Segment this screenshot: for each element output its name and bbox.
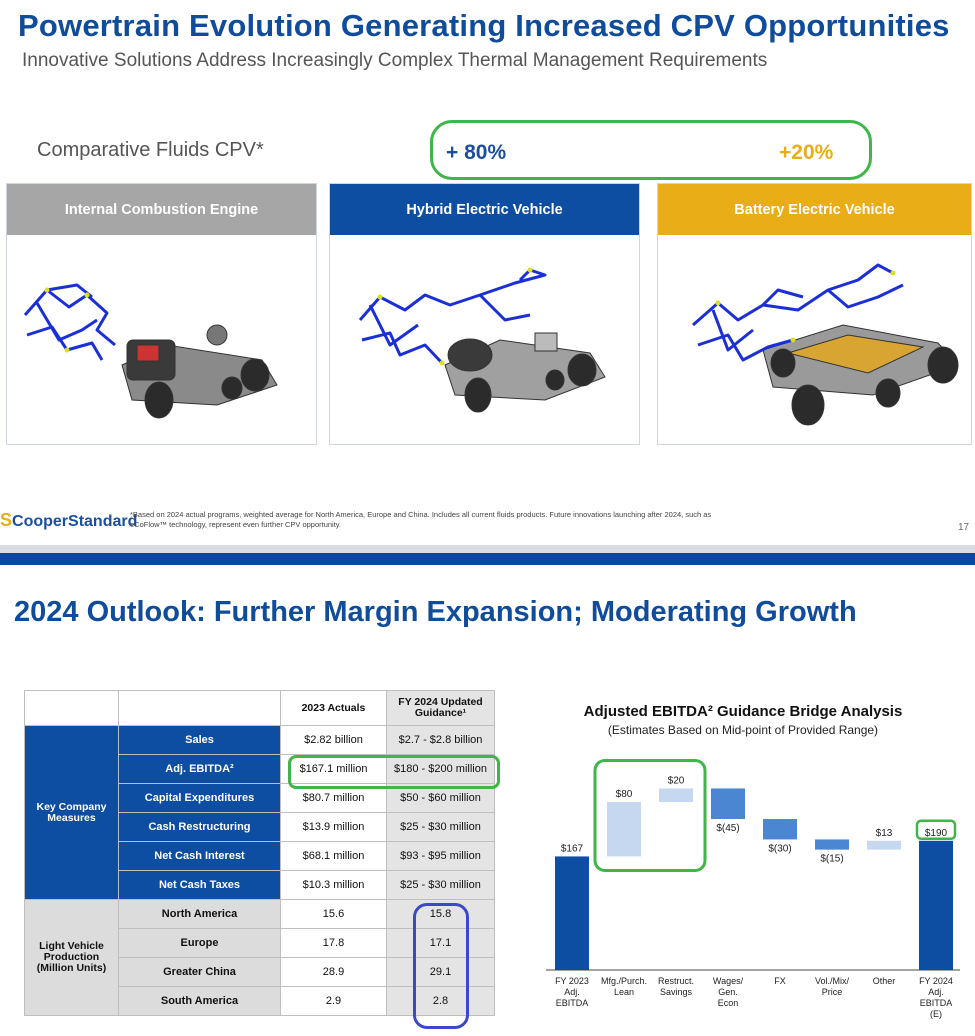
cell-actual: 28.9	[280, 957, 387, 987]
bridge-bar	[659, 788, 693, 803]
group-light-vehicle-production: Light Vehicle Production (Million Units)	[24, 899, 119, 1016]
category-label: Mfg./Purch.	[601, 976, 647, 986]
category-label: FY 2024	[919, 976, 953, 986]
cell-actual: 2.9	[280, 986, 387, 1016]
bar-value-label: $190	[925, 828, 948, 839]
cell-guidance: $25 - $30 million	[386, 812, 495, 842]
row-label: South America	[118, 986, 281, 1016]
cell-guidance: 2.8	[386, 986, 495, 1016]
hev-vehicle-image	[358, 267, 606, 413]
cpv-label: Comparative Fluids CPV*	[37, 139, 264, 161]
bridge-bar	[763, 819, 797, 840]
cpv-highlight-oval	[430, 120, 872, 180]
bev-cpv-increase: +20%	[779, 141, 834, 164]
bar-value-label: $(15)	[820, 854, 843, 865]
cell-guidance: 29.1	[386, 957, 495, 987]
category-label: Gen.	[718, 987, 738, 997]
ice-vehicle-image	[23, 283, 278, 419]
cell-actual: $2.82 billion	[280, 725, 387, 755]
cell-guidance: $180 - $200 million	[386, 754, 495, 784]
bar-value-label: $20	[668, 775, 685, 786]
panel-bev-header: Battery Electric Vehicle	[658, 184, 971, 235]
table-corner	[118, 690, 281, 726]
cell-actual: 17.8	[280, 928, 387, 958]
bev-vehicle-image	[692, 263, 959, 426]
col-header-guidance: FY 2024 Updated Guidance¹	[386, 690, 495, 726]
bridge-bar	[919, 840, 953, 970]
panel-bev: Battery Electric Vehicle	[657, 183, 972, 445]
bridge-bar	[555, 856, 589, 970]
row-label: Europe	[118, 928, 281, 958]
category-label: EBITDA	[556, 998, 589, 1008]
category-label: Vol./Mix/	[815, 976, 850, 986]
bar-value-label: $80	[616, 789, 633, 800]
slide2-title: 2024 Outlook: Further Margin Expansion; …	[14, 596, 857, 628]
cell-guidance: $25 - $30 million	[386, 870, 495, 900]
bar-value-label: $(45)	[716, 823, 739, 834]
slide-divider-blue	[0, 553, 975, 565]
row-label: Capital Expenditures	[118, 783, 281, 813]
panel-ice: Internal Combustion Engine	[6, 183, 317, 445]
category-label: Other	[873, 976, 896, 986]
category-label: FX	[774, 976, 786, 986]
category-label: Restruct.	[658, 976, 694, 986]
bridge-bar	[867, 840, 901, 850]
table-corner	[24, 690, 119, 726]
slide-divider-gray	[0, 545, 975, 553]
ebitda-highlight-oval	[288, 755, 500, 789]
bar-value-label: $13	[876, 828, 893, 839]
lvp-guidance-highlight-oval	[413, 903, 469, 1029]
cell-actual: 15.6	[280, 899, 387, 929]
row-label: Cash Restructuring	[118, 812, 281, 842]
category-label: EBITDA	[920, 998, 953, 1008]
bridge-bar	[815, 839, 849, 850]
cell-guidance: $93 - $95 million	[386, 841, 495, 871]
row-label: Sales	[118, 725, 281, 755]
bridge-bar	[607, 802, 641, 857]
slide-title: Powertrain Evolution Generating Increase…	[18, 8, 950, 43]
row-label: North America	[118, 899, 281, 929]
category-label: Savings	[660, 987, 693, 997]
cell-guidance: 17.1	[386, 928, 495, 958]
hev-cpv-increase: + 80%	[446, 141, 507, 164]
page-number: 17	[958, 522, 970, 533]
slide-subtitle: Innovative Solutions Address Increasingl…	[22, 50, 768, 71]
category-label: Lean	[614, 987, 634, 997]
cell-actual: $13.9 million	[280, 812, 387, 842]
category-label: Adj.	[564, 987, 580, 997]
bar-value-label: $(30)	[768, 843, 791, 854]
cell-guidance: $2.7 - $2.8 billion	[386, 725, 495, 755]
bar-value-label: $167	[561, 843, 584, 854]
logo-wordmark: CooperStandard	[12, 513, 138, 530]
row-label: Net Cash Interest	[118, 841, 281, 871]
cell-actual: $68.1 million	[280, 841, 387, 871]
fy2024-value-highlight-box	[915, 819, 957, 841]
cooperstandard-logo: SCooperStandard	[0, 510, 137, 531]
footnote: *Based on 2024 actual programs, weighted…	[130, 510, 712, 529]
panel-hev-header: Hybrid Electric Vehicle	[330, 184, 639, 235]
category-label: Adj.	[928, 987, 944, 997]
category-label: FY 2023	[555, 976, 589, 986]
col-header-actuals: 2023 Actuals	[280, 690, 387, 726]
panel-ice-header: Internal Combustion Engine	[7, 184, 316, 235]
category-label: Wages/	[713, 976, 744, 986]
row-label: Adj. EBITDA²	[118, 754, 281, 784]
outlook-table: 2023 Actuals FY 2024 Updated Guidance¹ K…	[24, 690, 495, 1016]
cell-actual: $167.1 million	[280, 754, 387, 784]
row-label: Net Cash Taxes	[118, 870, 281, 900]
panel-hev: Hybrid Electric Vehicle	[329, 183, 640, 445]
bridge-bar	[711, 788, 745, 820]
savings-highlight-box	[593, 758, 707, 872]
chart-subtitle: (Estimates Based on Mid-point of Provide…	[607, 723, 879, 737]
group-key-measures: Key Company Measures	[24, 725, 119, 900]
row-label: Greater China	[118, 957, 281, 987]
chart-title: Adjusted EBITDA² Guidance Bridge Analysi…	[583, 703, 903, 720]
logo-swoosh-icon: S	[0, 510, 13, 530]
cell-actual: $10.3 million	[280, 870, 387, 900]
category-label: (E)	[930, 1009, 942, 1019]
category-label: Price	[822, 987, 843, 997]
category-label: Econ	[718, 998, 739, 1008]
